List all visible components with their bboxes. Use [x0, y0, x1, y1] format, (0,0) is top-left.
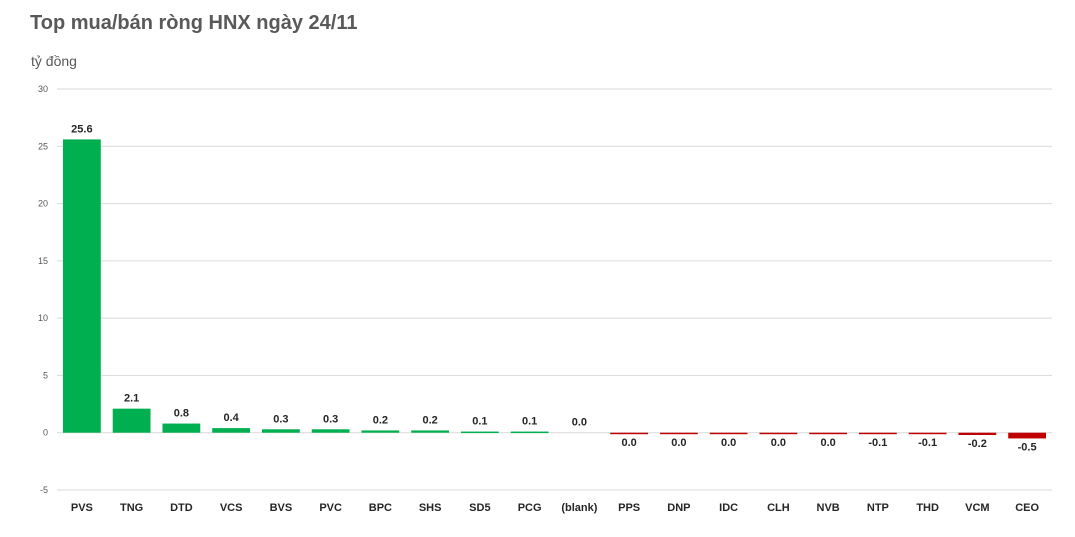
data-label: 0.1: [522, 416, 537, 428]
data-label: -0.1: [868, 437, 887, 449]
data-labels: 25.6 2.1 0.8 0.4 0.3 0.3 0.2 0.2 0.1 0.1 0.0 0.0 0.0…: [71, 123, 1036, 453]
data-label: 2.1: [124, 393, 139, 405]
x-category-label: VCS: [220, 502, 243, 514]
y-tick-label: 10: [38, 313, 48, 323]
bars: [62, 139, 1047, 439]
y-axis-ticks: 30 25 20 15 10 5 0 -5: [38, 84, 48, 495]
data-label: 0.0: [671, 437, 686, 449]
bar-nvb: [809, 432, 848, 435]
data-label: -0.2: [968, 438, 987, 450]
y-tick-label: 5: [43, 370, 48, 380]
x-category-label: DNP: [667, 502, 690, 514]
x-category-label: PVS: [71, 502, 93, 514]
data-label: 0.3: [323, 413, 338, 425]
chart-title: Top mua/bán ròng HNX ngày 24/11: [30, 12, 358, 34]
y-tick-label: 0: [43, 428, 48, 438]
data-label: 0.8: [174, 408, 189, 420]
bar-ceo: [1008, 432, 1047, 439]
bar-bvs: [261, 429, 300, 433]
data-label: 0.1: [472, 416, 487, 428]
data-label: 0.3: [273, 413, 288, 425]
x-category-label: SHS: [419, 502, 442, 514]
x-category-label: DTD: [170, 502, 193, 514]
bar-vcs: [212, 428, 251, 433]
x-category-label: THD: [916, 502, 939, 514]
bar-tng: [112, 408, 151, 433]
x-category-label: BPC: [369, 502, 392, 514]
bar-ntp: [858, 432, 897, 435]
x-category-label: TNG: [120, 502, 143, 514]
y-axis-unit-label: tỷ đồng: [31, 53, 77, 69]
x-category-label: CLH: [767, 502, 790, 514]
x-category-label: PPS: [618, 502, 640, 514]
bar-pcg: [510, 431, 549, 434]
bar-pps: [610, 432, 649, 435]
bar-vcm: [958, 432, 997, 436]
x-category-label: (blank): [561, 502, 597, 514]
data-label: 0.2: [373, 414, 388, 426]
bar-pvs: [62, 139, 101, 433]
y-tick-label: 20: [38, 199, 48, 209]
bar-dtd: [162, 423, 201, 433]
y-tick-label: -5: [40, 485, 48, 495]
data-label: -0.5: [1018, 441, 1037, 453]
data-label: -0.1: [918, 437, 937, 449]
x-category-label: VCM: [965, 502, 989, 514]
x-category-label: IDC: [719, 502, 738, 514]
y-tick-label: 30: [38, 84, 48, 94]
bar-sd5: [460, 431, 499, 434]
data-label: 0.0: [572, 417, 587, 429]
x-category-label: PCG: [518, 502, 542, 514]
bar-idc: [709, 432, 748, 435]
gridlines: [57, 88, 1052, 491]
x-axis-categories: PVS TNG DTD VCS BVS PVC BPC SHS SD5 PCG (blank) PPS…: [71, 502, 1040, 514]
data-label: 0.0: [721, 437, 736, 449]
x-category-label: NTP: [867, 502, 889, 514]
data-label: 0.0: [621, 437, 636, 449]
data-label: 0.0: [820, 437, 835, 449]
bar-thd: [908, 432, 947, 435]
x-category-label: CEO: [1015, 502, 1039, 514]
x-category-label: PVC: [319, 502, 342, 514]
x-category-label: SD5: [469, 502, 490, 514]
data-label: 0.0: [771, 437, 786, 449]
bar-clh: [759, 432, 798, 435]
data-label: 0.4: [223, 412, 239, 424]
bar-pvc: [311, 429, 350, 433]
x-category-label: BVS: [270, 502, 293, 514]
bar-shs: [411, 430, 450, 433]
data-label: 0.2: [422, 414, 437, 426]
y-tick-label: 25: [38, 141, 48, 151]
x-category-label: NVB: [817, 502, 840, 514]
bar-dnp: [659, 432, 698, 435]
y-tick-label: 15: [38, 256, 48, 266]
bar-bpc: [361, 430, 400, 433]
data-label: 25.6: [71, 123, 92, 135]
